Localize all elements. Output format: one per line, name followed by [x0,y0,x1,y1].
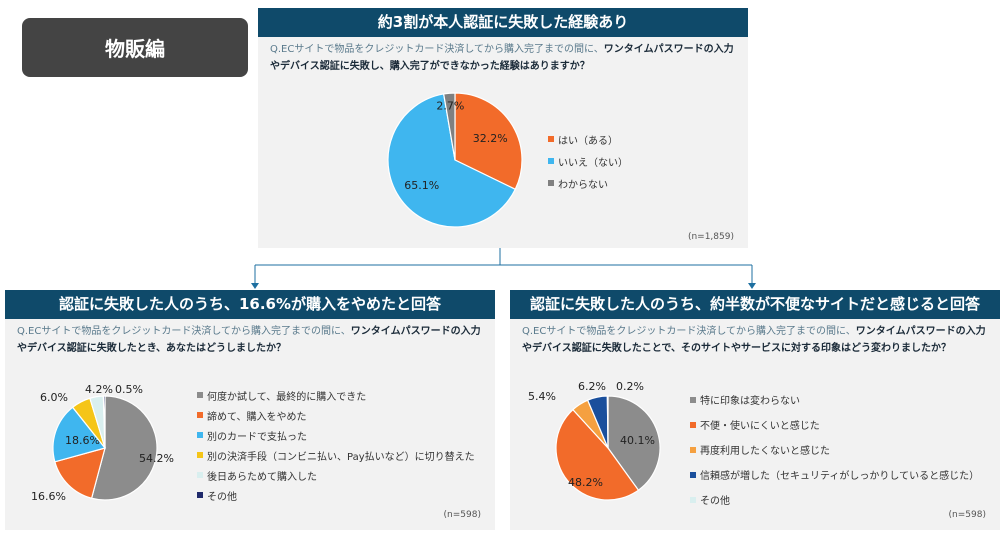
panel-impression: 認証に失敗した人のうち、約半数が不便なサイトだと感じると回答 Q.ECサイトで物… [510,290,1000,530]
legend-item: 別のカードで支払った [197,425,475,445]
pie-slice [54,447,106,499]
question-bold: ワンタイムパスワードの入力やデバイス認証に失敗したとき、あなたはどうしましたか？ [17,326,481,354]
legend-label: 再度利用したくないと感じた [700,446,830,457]
slice-value-label: 16.6% [31,490,66,503]
panel-title: 認証に失敗した人のうち、16.6%が購入をやめたと回答 [5,290,495,319]
legend: 特に印象は変わらない不便・使いにくいと感じた 再度利用したくないと感じた信頼感が増… [690,387,979,512]
legend-label: 特に印象は変わらない [700,396,800,407]
pie-slice [454,92,523,191]
legend-item: わからない [548,172,628,194]
legend-swatch [197,412,203,418]
legend-item: 諦めて、購入をやめた [197,405,475,425]
legend: はい（ある） いいえ（ない） わからない [548,128,628,194]
legend-swatch [690,421,696,428]
pie-slice [607,395,661,492]
legend-swatch [690,446,696,453]
legend-item: いいえ（ない） [548,150,628,172]
panel-title: 約3割が本人認証に失敗した経験あり [258,8,748,37]
legend-swatch [197,492,203,498]
question: Q.ECサイトで物品をクレジットカード決済してから購入完了までの間に、ワンタイム… [5,319,495,357]
legend-label: いいえ（ない） [558,157,628,169]
slice-value-label: 2.7% [436,99,464,112]
legend: 何度か試して、最終的に購入できた 諦めて、購入をやめた 別のカードで支払った別の決済… [197,385,475,505]
pie-slice [90,395,158,501]
legend-item: 何度か試して、最終的に購入できた [197,385,475,405]
slice-value-label: 4.2% [85,383,113,396]
legend-swatch [548,180,554,186]
pie-slice [442,92,456,161]
legend-item: 信頼感が増した（セキュリティがしっかりしていると感じた） [690,462,979,487]
slice-value-label: 40.1% [620,434,655,447]
legend-swatch [690,471,696,478]
question-text: Q.ECサイトで物品をクレジットカード決済してから購入完了までの間に、 [522,326,856,337]
legend-label: 信頼感が増した（セキュリティがしっかりしていると感じた） [700,471,980,482]
legend-label: 不便・使いにくいと感じた [700,421,820,432]
sample-size: (n=598) [443,510,481,520]
legend-label: 諦めて、購入をやめた [207,411,307,423]
pie-slice [387,93,517,228]
legend-swatch [548,158,554,164]
question-text: Q.ECサイトで物品をクレジットカード決済してから購入完了までの間に、 [270,44,604,55]
legend-swatch [197,392,203,398]
legend-item: 別の決済手段（コンビニ払い、Pay払いなど）に切り替えた [197,445,475,465]
category-badge: 物販編 [22,18,248,77]
panel-action: 認証に失敗した人のうち、16.6%が購入をやめたと回答 Q.ECサイトで物品をク… [5,290,495,530]
legend-label: 別のカードで支払った [207,431,307,443]
legend-label: 別の決済手段（コンビニ払い、Pay払いなど）に切り替えた [207,451,475,463]
slice-value-label: 18.6% [65,434,100,447]
legend-label: 後日あらためて購入した [207,471,317,483]
slice-value-label: 6.2% [578,380,606,393]
legend-swatch [197,452,203,458]
slice-value-label: 0.2% [616,380,644,393]
sample-size: (n=598) [948,510,986,520]
legend-swatch [690,396,696,403]
pie-slice [102,395,106,449]
slice-value-label: 6.0% [40,391,68,404]
legend-label: 何度か試して、最終的に購入できた [207,391,367,403]
legend-swatch [548,136,554,142]
legend-label: わからない [558,179,608,191]
pie-chart: 32.2% 65.1% 2.7% [387,92,523,228]
pie-chart: 54.2% 16.6% 18.6% 6.0% 4.2% 0.5% [31,383,174,503]
slice-value-label: 0.5% [115,383,143,396]
sample-size: (n=1,859) [687,232,734,242]
legend-label: その他 [700,496,730,507]
question: Q.ECサイトで物品をクレジットカード決済してから購入完了までの間に、ワンタイム… [258,37,748,75]
legend-item: 不便・使いにくいと感じた [690,412,979,437]
legend-item: その他 [197,485,475,505]
legend-item: その他 [690,487,979,512]
panel-title: 認証に失敗した人のうち、約半数が不便なサイトだと感じると回答 [510,290,1000,319]
pie-slice [52,406,107,463]
question: Q.ECサイトで物品をクレジットカード決済してから購入完了までの間に、ワンタイム… [510,319,1000,357]
legend-swatch [197,472,203,478]
slice-value-label: 5.4% [528,390,556,403]
legend-label: はい（ある） [558,135,618,147]
legend-label: その他 [207,491,237,503]
legend-swatch [197,432,203,438]
pie-chart: 40.1% 48.2% 5.4% 6.2% 0.2% [528,380,661,501]
question-bold: ワンタイムパスワードの入力やデバイス認証に失敗したことで、そのサイトやサービスに… [522,326,986,354]
legend-swatch [690,496,696,503]
legend-item: 後日あらためて購入した [197,465,475,485]
slice-value-label: 48.2% [568,476,603,489]
slice-value-label: 32.2% [473,132,508,145]
legend-item: はい（ある） [548,128,628,150]
legend-item: 特に印象は変わらない [690,387,979,412]
legend-item: 再度利用したくないと感じた [690,437,979,462]
question-text: Q.ECサイトで物品をクレジットカード決済してから購入完了までの間に、 [17,326,351,337]
pie-slice [555,408,640,501]
pie-slice [606,395,609,449]
question-bold: ワンタイムパスワードの入力やデバイス認証に失敗し、購入完了ができなかった経験はあ… [270,44,734,72]
slice-value-label: 65.1% [404,179,439,192]
panel-overall: 約3割が本人認証に失敗した経験あり Q.ECサイトで物品をクレジットカード決済し… [258,8,748,248]
slice-value-label: 54.2% [139,452,174,465]
